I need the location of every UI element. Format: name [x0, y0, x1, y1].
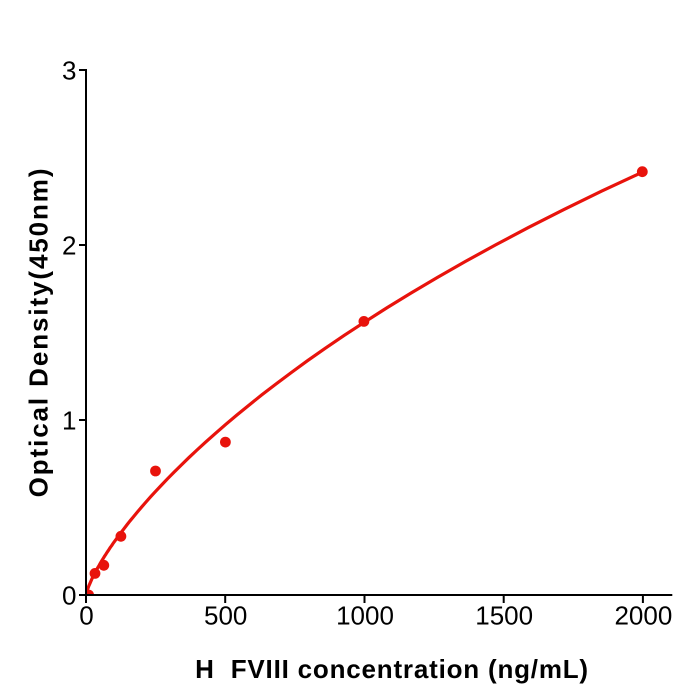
svg-text:0: 0 [79, 601, 93, 631]
svg-text:H FVIII concentration (ng/mL): H FVIII concentration (ng/mL) [195, 654, 589, 684]
svg-text:Optical Density(450nm): Optical Density(450nm) [24, 167, 54, 498]
svg-text:1: 1 [62, 405, 76, 435]
svg-text:0: 0 [62, 580, 76, 610]
svg-text:1500: 1500 [475, 601, 533, 631]
svg-text:2: 2 [62, 230, 76, 260]
svg-text:500: 500 [204, 601, 247, 631]
svg-text:2000: 2000 [614, 601, 672, 631]
svg-text:3: 3 [62, 55, 76, 85]
svg-text:1000: 1000 [336, 601, 394, 631]
